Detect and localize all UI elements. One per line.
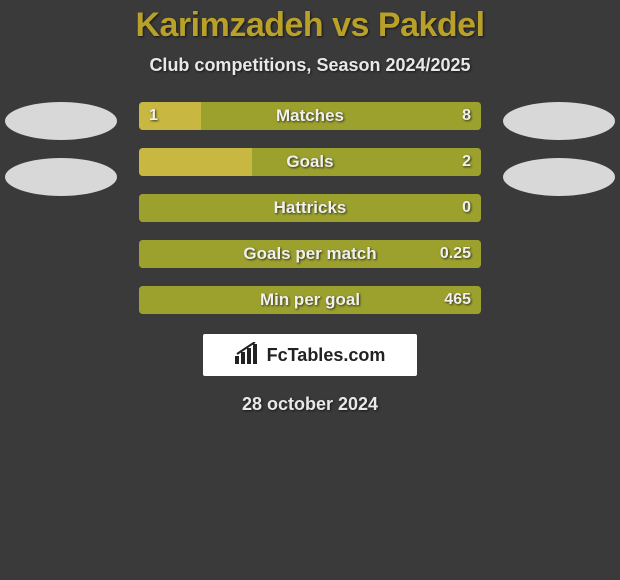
bar-value-right: 0.25 (440, 245, 471, 263)
bar-label: Goals (286, 152, 333, 172)
root: Karimzadeh vs Pakdel Club competitions, … (0, 0, 620, 580)
bar-value-right: 0 (462, 199, 471, 217)
date-label: 28 october 2024 (242, 394, 378, 415)
bar-label: Matches (276, 106, 344, 126)
player-oval-right (503, 102, 615, 140)
bar-value-right: 8 (462, 107, 471, 125)
left-oval-column (1, 102, 121, 196)
bar-row: Hattricks 0 (139, 194, 481, 222)
brand-panel: FcTables.com (203, 334, 417, 376)
bar-row: Goals 2 (139, 148, 481, 176)
player-oval-left (5, 158, 117, 196)
bar-label: Goals per match (243, 244, 376, 264)
bar-row: Goals per match 0.25 (139, 240, 481, 268)
bar-value-left: 1 (149, 107, 158, 125)
brand-chart-icon (235, 342, 261, 369)
right-oval-column (499, 102, 619, 196)
bars-column: 1 Matches 8 Goals 2 Hattricks 0 Goals per match… (139, 102, 481, 314)
page-title: Karimzadeh vs Pakdel (135, 6, 484, 45)
bar-fill-left (139, 148, 252, 176)
chart-area: 1 Matches 8 Goals 2 Hattricks 0 Goals per match… (0, 102, 620, 314)
bar-label: Hattricks (274, 198, 347, 218)
bar-row: Min per goal 465 (139, 286, 481, 314)
brand-text: FcTables.com (267, 345, 386, 366)
subtitle: Club competitions, Season 2024/2025 (149, 55, 470, 76)
player-oval-right (503, 158, 615, 196)
bar-label: Min per goal (260, 290, 360, 310)
bar-value-right: 465 (444, 291, 471, 309)
player-oval-left (5, 102, 117, 140)
bar-row: 1 Matches 8 (139, 102, 481, 130)
bar-value-right: 2 (462, 153, 471, 171)
